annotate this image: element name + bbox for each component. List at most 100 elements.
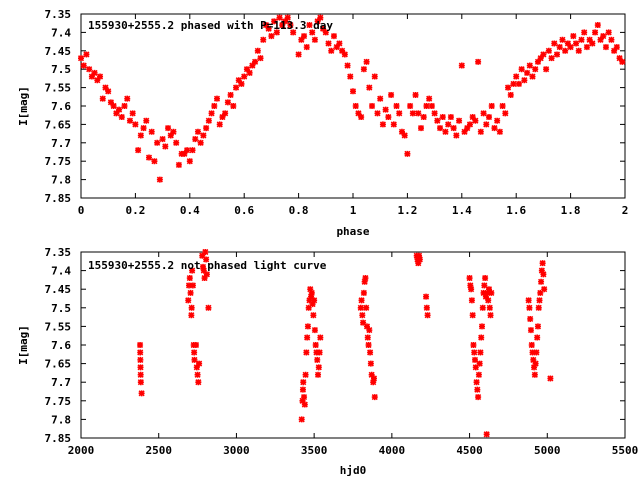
phased-data-point [306,21,313,29]
phased-x-tick-label: 1 [350,204,357,217]
phased-data-point [107,99,114,106]
unphased-data-point [137,379,144,386]
phased-data-point [499,102,506,110]
phased-points [77,14,626,183]
phased-y-axis-label: I[mag] [17,86,30,126]
unphased-data-point [547,375,554,382]
unphased-data-point [202,248,209,256]
unphased-data-point [314,371,322,378]
phased-data-point [181,150,188,157]
phased-data-point [113,110,120,117]
phased-data-point [385,113,392,121]
phased-data-point [602,44,610,51]
phased-y-tick-label: 7.55 [45,82,72,95]
phased-data-point [532,66,539,73]
phased-data-point [246,69,253,76]
phased-data-point [96,73,104,80]
unphased-data-point [189,282,196,289]
phased-data-point [186,158,193,165]
phased-data-point [371,73,378,80]
unphased-data-point [531,371,538,378]
phased-data-point [409,110,416,117]
phased-data-point [611,47,618,54]
phased-data-point [355,110,362,117]
unphased-data-point [475,394,482,401]
phased-data-point [159,136,166,143]
phased-data-point [545,47,552,54]
unphased-data-point [191,356,198,363]
unphased-data-point [195,379,202,386]
unphased-x-axis-label: hjd0 [340,464,367,477]
unphased-data-point [471,356,479,363]
unphased-data-point [488,289,495,296]
unphased-panel: 2000 2500 3000 3500 4000 4500 5000 5500 7.35 7.4 7… [17,246,638,477]
phased-data-point [290,29,297,36]
unphased-data-point [537,289,544,296]
unphased-data-point [312,341,319,349]
phased-data-point [252,58,259,65]
phased-x-tick-label: 1.2 [397,204,417,217]
unphased-data-point [479,304,486,311]
unphased-data-point [541,286,548,293]
unphased-data-point [137,356,144,363]
phased-x-tick-label: 2 [622,204,629,217]
unphased-data-point [532,360,539,367]
unphased-points [136,248,554,438]
unphased-data-point [362,274,369,282]
unphased-data-point [476,360,483,367]
unphased-data-point [298,416,305,423]
unphased-data-point [314,356,321,363]
unphased-data-point [299,386,307,393]
phased-data-point [377,95,384,102]
unphased-x-tick-label: 2500 [145,444,172,457]
phased-data-point [194,128,202,135]
phased-data-point [540,51,547,58]
phased-data-point [243,66,250,73]
phased-data-point [211,102,218,110]
unphased-data-point [415,252,423,259]
phased-data-point [260,36,267,43]
phased-data-point [249,62,256,69]
unphased-data-point [196,360,203,367]
phased-data-point [86,66,93,73]
unphased-data-point [366,327,373,334]
phased-data-point [567,44,574,51]
phased-data-point [124,95,131,102]
phased-panel: 0 0.2 0.4 0.6 0.8 1 1.2 1.4 1.6 1.8 2 7.35 7.4 7.45 7.… [17,8,628,238]
phased-data-point [235,77,242,84]
unphased-data-point [526,304,533,311]
unphased-data-point [360,319,367,326]
phased-data-point [137,132,144,139]
phased-data-point [453,132,460,139]
unphased-y-axis-label: I[mag] [17,325,30,365]
unphased-data-point [527,327,535,334]
phased-data-point [578,36,585,43]
unphased-data-point [531,364,538,371]
unphased-data-point [304,323,311,330]
phased-data-point [594,21,601,29]
phased-data-point [184,147,191,154]
phased-data-point [358,113,365,121]
phased-data-point [586,36,593,43]
unphased-data-point [528,341,535,349]
phased-data-point [420,113,427,121]
phased-data-point [613,44,620,51]
unphased-data-point [364,334,371,341]
phased-y-tick-label: 7.5 [51,63,71,76]
unphased-data-point [311,297,318,304]
unphased-y-tick-label: 7.7 [51,376,71,389]
phased-data-point [491,125,498,132]
phased-data-point [488,102,495,110]
phased-y-tick-label: 7.65 [45,118,72,131]
phased-data-point [431,110,438,117]
phased-data-point [426,95,433,102]
phased-data-point [238,80,245,87]
unphased-data-point [306,297,313,304]
phased-data-point [477,128,484,135]
phased-data-point [295,51,302,58]
phased-data-point [333,44,340,51]
phased-data-point [360,66,367,73]
phased-data-point [170,128,177,135]
unphased-data-point [538,278,545,285]
phased-data-point [140,125,147,132]
